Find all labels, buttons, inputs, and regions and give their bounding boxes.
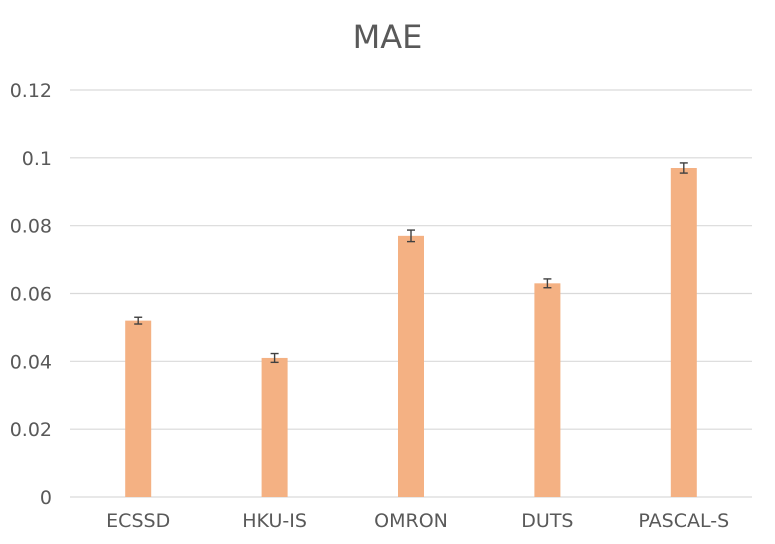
- y-tick-label: 0.06: [10, 284, 52, 306]
- y-axis-ticks: 0 0.02 0.04 0.06 0.08 0.1 0.12: [10, 80, 52, 509]
- y-tick-label: 0.02: [10, 419, 52, 441]
- chart-title: MAE: [352, 18, 423, 56]
- x-tick-label: HKU-IS: [242, 510, 307, 532]
- bar-omron: [398, 235, 424, 497]
- y-tick-label: 0.04: [10, 351, 52, 373]
- x-tick-label: DUTS: [521, 510, 573, 532]
- bars: [125, 168, 697, 497]
- error-bar-pascal-s: [679, 162, 688, 174]
- y-tick-label: 0.1: [22, 148, 52, 170]
- error-bar-omron: [407, 229, 415, 243]
- error-bar-duts: [543, 278, 552, 289]
- error-bar-ecssd: [134, 316, 143, 325]
- x-axis-ticks: ECSSD HKU-IS OMRON DUTS PASCAL-S: [106, 510, 729, 532]
- error-bars: [134, 162, 688, 364]
- bar-hku-is: [261, 357, 288, 497]
- bar-ecssd: [125, 320, 152, 497]
- y-tick-label: 0.12: [10, 80, 52, 102]
- error-bar-hku-is: [270, 352, 279, 364]
- y-tick-label: 0.08: [10, 216, 52, 238]
- x-tick-label: PASCAL-S: [638, 510, 729, 532]
- x-tick-label: ECSSD: [106, 510, 170, 532]
- bar-duts: [534, 283, 561, 497]
- bar-pascal-s: [670, 168, 697, 497]
- x-tick-label: OMRON: [374, 510, 448, 532]
- y-tick-label: 0: [40, 487, 52, 509]
